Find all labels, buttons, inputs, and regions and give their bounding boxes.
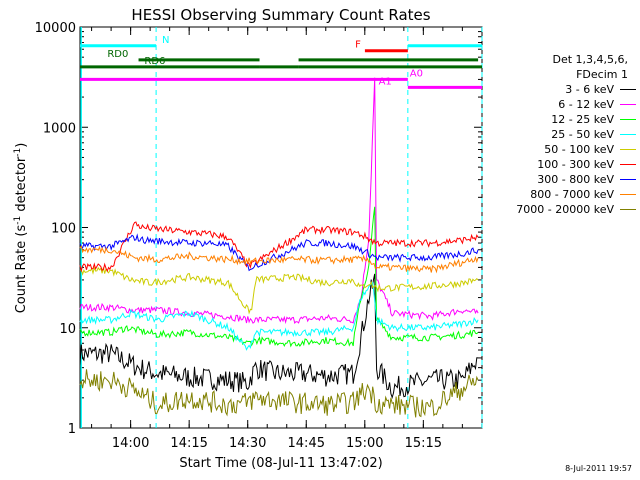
- series-line-1: [79, 273, 479, 400]
- legend-swatch: [620, 194, 636, 195]
- series-line-8: [79, 245, 479, 274]
- legend-header: Det 1,3,4,5,6,: [552, 53, 628, 66]
- x-tick-label: 14:30: [229, 436, 266, 451]
- legend-item-label: 3 - 6 keV: [565, 83, 614, 96]
- legend-item: 50 - 100 keV: [484, 142, 636, 157]
- series-line-6: [79, 221, 479, 273]
- flag-label-a0: A0: [410, 68, 423, 79]
- legend-item: 6 - 12 keV: [484, 97, 636, 112]
- legend-item-label: 25 - 50 keV: [551, 128, 614, 141]
- y-axis-label-sup: -1: [13, 148, 23, 157]
- flag-label-a1: A1: [379, 76, 392, 87]
- y-axis-label-part: ): [14, 143, 29, 148]
- legend-items: 3 - 6 keV 6 - 12 keV 12 - 25 keV 25 - 50 ke…: [484, 82, 636, 217]
- y-tick-label: 1000: [43, 121, 76, 136]
- legend-item: 3 - 6 keV: [484, 82, 636, 97]
- flag-label-f: F: [355, 40, 361, 51]
- flag-label-rd6: RD6: [144, 56, 165, 67]
- x-tick-label: 15:00: [346, 436, 383, 451]
- series-line-4: [79, 281, 479, 351]
- legend-subheader: FDecim 1: [576, 68, 628, 81]
- plot-area: 1 10 100 1000 10000 14:00 14:15 14:30 14:45 15:00…: [35, 21, 483, 451]
- x-axis-label: Start Time (08-Jul-11 13:47:02): [179, 456, 382, 471]
- x-tick-label: 14:00: [112, 436, 149, 451]
- legend-item-label: 12 - 25 keV: [551, 113, 614, 126]
- y-axis-label: Count Rate (s-1 detector-1): [13, 143, 29, 314]
- series-line-7: [79, 233, 479, 272]
- legend-item: 25 - 50 keV: [484, 127, 636, 142]
- legend-swatch: [620, 134, 636, 135]
- y-axis-label-part: detector: [14, 156, 29, 216]
- flag-label-n: N: [162, 35, 169, 46]
- series-line-5: [79, 266, 479, 315]
- legend-item-label: 100 - 300 keV: [537, 158, 614, 171]
- legend-swatch: [620, 164, 636, 165]
- y-tick-label: 100: [51, 222, 76, 237]
- legend-item: 7000 - 20000 keV: [484, 202, 636, 217]
- legend-swatch: [620, 119, 636, 120]
- y-axis-label-part: Count Rate (s: [14, 225, 29, 314]
- legend-swatch: [620, 149, 636, 150]
- legend-swatch: [620, 209, 636, 210]
- legend-swatch: [620, 104, 636, 105]
- legend-item-label: 6 - 12 keV: [558, 98, 614, 111]
- y-axis-label-sup: -1: [13, 216, 23, 225]
- y-tick-label: 10000: [35, 21, 76, 36]
- timestamp: 8-Jul-2011 19:57: [565, 464, 632, 473]
- x-tick-label: 14:15: [170, 436, 207, 451]
- legend-item-label: 50 - 100 keV: [544, 143, 614, 156]
- x-tick-label: 14:45: [288, 436, 325, 451]
- series-line-9: [79, 369, 479, 418]
- legend-item-label: 800 - 7000 keV: [530, 188, 614, 201]
- legend-item-label: 7000 - 20000 keV: [516, 203, 614, 216]
- legend: Det 1,3,4,5,6, FDecim 1 3 - 6 keV 6 - 12 …: [484, 52, 636, 217]
- x-tick-label: 15:15: [405, 436, 442, 451]
- legend-item: 800 - 7000 keV: [484, 187, 636, 202]
- series-line-3: [79, 206, 479, 348]
- legend-item: 12 - 25 keV: [484, 112, 636, 127]
- y-tick-label: 1: [68, 422, 76, 437]
- series-line-2: [79, 77, 479, 325]
- legend-item: 300 - 800 keV: [484, 172, 636, 187]
- legend-item-label: 300 - 800 keV: [537, 173, 614, 186]
- legend-swatch: [620, 89, 636, 90]
- legend-swatch: [620, 179, 636, 180]
- flag-label-rd0: RD0: [107, 49, 128, 60]
- legend-item: 100 - 300 keV: [484, 157, 636, 172]
- chart-title: HESSI Observing Summary Count Rates: [131, 6, 430, 24]
- y-tick-label: 10: [59, 322, 76, 337]
